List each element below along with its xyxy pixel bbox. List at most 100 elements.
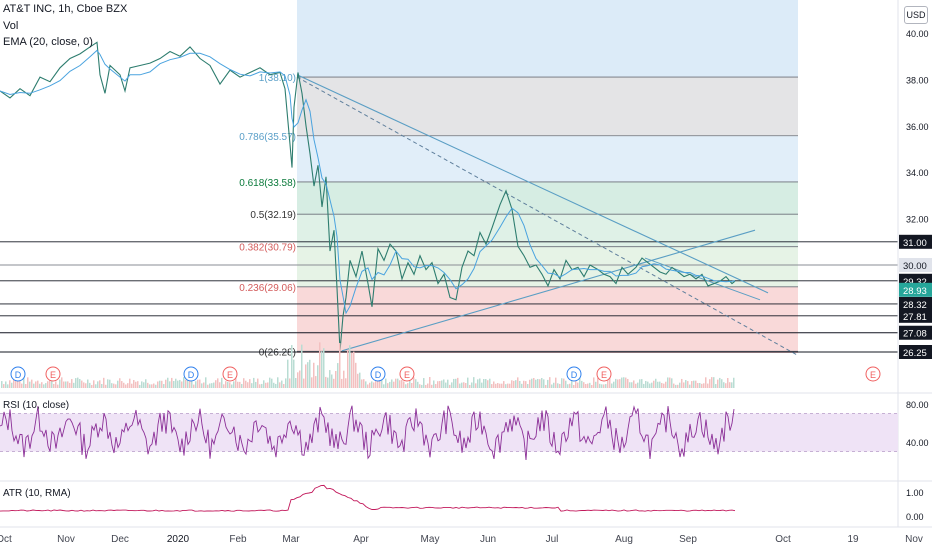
volume-bar — [79, 379, 81, 388]
volume-bar — [21, 383, 23, 388]
time-tick-7: May — [421, 534, 440, 545]
volume-bar — [305, 364, 307, 388]
volume-bar — [31, 379, 33, 388]
volume-bar — [657, 381, 659, 388]
volume-bar — [287, 359, 289, 388]
volume-bar — [231, 384, 233, 388]
volume-bar — [109, 379, 111, 388]
event-marker-4 — [370, 366, 386, 382]
volume-bar — [679, 382, 681, 388]
rsi-band — [0, 413, 898, 452]
volume-bar — [341, 378, 343, 388]
volume-bar — [239, 381, 241, 388]
volume-bar — [367, 384, 369, 388]
volume-bar — [237, 381, 239, 388]
volume-bar — [697, 383, 699, 388]
volume-bar — [485, 379, 487, 388]
volume-bar — [171, 377, 173, 388]
volume-bar — [123, 382, 125, 388]
event-marker-3 — [222, 366, 238, 382]
symbol-title[interactable]: AT&T INC, 1h, Cboe BZX — [3, 3, 128, 15]
fib-label-0: 1(38.10) — [259, 73, 296, 84]
volume-bar — [337, 363, 339, 388]
volume-bar — [121, 381, 123, 388]
volume-bar — [459, 383, 461, 388]
volume-bar — [355, 362, 357, 388]
volume-bar — [53, 383, 55, 388]
trend-line-lower — [341, 229, 756, 352]
ema-legend[interactable]: EMA (20, close, 0) — [3, 36, 93, 48]
volume-bar — [563, 378, 565, 388]
volume-bar — [383, 384, 385, 388]
volume-bar — [183, 377, 185, 388]
volume-bar — [139, 384, 141, 388]
volume-bar — [131, 383, 133, 388]
volume-bar — [143, 382, 145, 388]
volume-bar — [405, 384, 407, 388]
volume-bar — [259, 384, 261, 388]
volume-legend[interactable]: Vol — [3, 20, 19, 32]
volume-bar — [585, 384, 587, 388]
volume-bar — [451, 382, 453, 388]
volume-bar — [173, 381, 175, 388]
rsi-tick-1: 40.00 — [906, 438, 929, 448]
volume-bar — [617, 379, 619, 388]
volume-bar — [559, 383, 561, 388]
volume-bar — [261, 383, 263, 388]
price-tick-3: 34.00 — [906, 168, 929, 178]
volume-bar — [581, 380, 583, 388]
volume-bar — [593, 377, 595, 388]
volume-bar — [211, 383, 213, 388]
volume-bar — [639, 379, 641, 388]
volume-bar — [179, 379, 181, 388]
currency-button[interactable]: USD — [904, 6, 928, 24]
volume-bar — [707, 383, 709, 388]
price-tick-4: 36.00 — [906, 122, 929, 132]
volume-bar — [401, 379, 403, 388]
volume-bar — [645, 380, 647, 388]
volume-bar — [67, 381, 69, 388]
volume-bar — [17, 379, 19, 388]
fib-zone-2 — [297, 181, 798, 215]
volume-bar — [281, 380, 283, 388]
volume-bar — [99, 380, 101, 388]
volume-bar — [723, 382, 725, 388]
volume-bar — [107, 379, 109, 388]
volume-bar — [507, 383, 509, 388]
volume-bar — [397, 378, 399, 388]
volume-bar — [711, 377, 713, 388]
volume-bar — [567, 384, 569, 388]
volume-bar — [475, 383, 477, 388]
volume-bar — [5, 381, 7, 388]
volume-bar — [95, 384, 97, 388]
volume-bar — [613, 381, 615, 388]
volume-bar — [149, 384, 151, 388]
volume-bar — [717, 379, 719, 388]
price-tag-box-1 — [899, 258, 932, 272]
volume-bar — [345, 378, 347, 388]
volume-bar — [399, 380, 401, 388]
volume-bar — [457, 377, 459, 388]
volume-bar — [257, 378, 259, 388]
time-tick-0: Oct — [0, 534, 12, 545]
volume-bar — [479, 378, 481, 388]
volume-bar — [373, 382, 375, 388]
volume-bar — [601, 384, 603, 388]
rsi-title: RSI (10, close) — [3, 400, 69, 411]
volume-bar — [653, 380, 655, 388]
volume-bar — [77, 377, 79, 388]
volume-bar — [339, 343, 341, 388]
volume-bar — [165, 379, 167, 388]
volume-bar — [615, 378, 617, 388]
volume-bar — [331, 374, 333, 388]
volume-bar — [129, 378, 131, 388]
volume-bar — [515, 380, 517, 388]
volume-bar — [137, 381, 139, 388]
volume-bar — [531, 378, 533, 388]
volume-bar — [551, 384, 553, 388]
volume-bar — [223, 384, 225, 388]
volume-bar — [55, 381, 57, 388]
volume-bar — [225, 381, 227, 388]
volume-bar — [167, 377, 169, 388]
